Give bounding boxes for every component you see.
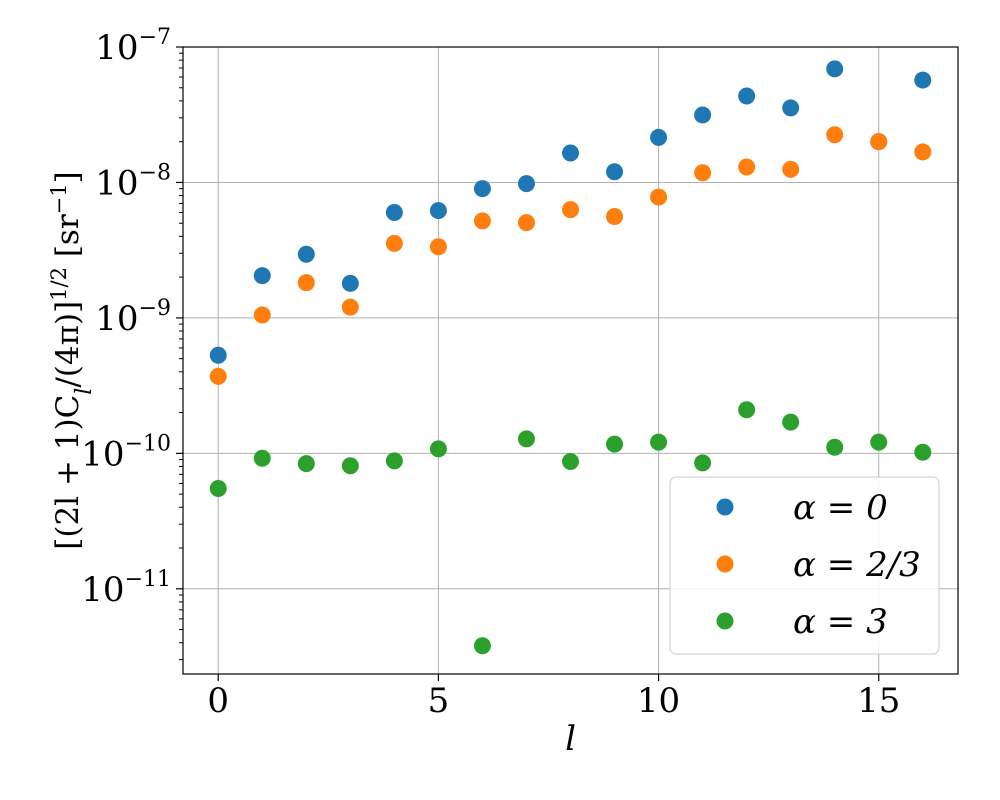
series-1-point [826,126,844,144]
series-0-point [429,202,447,220]
y-tick-label: 10−8 [95,160,171,203]
series-0-point [297,245,315,263]
series-2-point [385,452,403,470]
legend-label: α = 0 [793,488,888,528]
y-tick-label: 10−10 [81,431,171,474]
x-tick-label: 0 [207,681,229,721]
series-2-point [782,413,800,431]
series-2-point [870,433,888,451]
series-0-point [253,267,271,285]
series-1-point [473,212,491,230]
series-2-point [562,453,579,471]
series-2-point [738,401,756,419]
series-1-point [606,208,624,226]
series-0-point [341,274,359,292]
plot-frame [182,46,959,675]
legend-marker [716,555,734,573]
series-0-point [606,163,624,181]
series-1-point [517,214,535,232]
y-tick-label: 10−9 [95,296,171,339]
x-tick-label: 5 [428,681,450,721]
series-1-point [297,274,315,292]
series-2-point [341,457,359,475]
legend-marker [716,498,734,516]
series-2-point [694,454,712,472]
series-1-point [385,234,403,252]
series-1-point [738,158,756,176]
series-1-point [429,238,447,256]
series-2-point [297,455,315,473]
series-0-point [562,144,579,162]
series-0-point [914,71,932,89]
series-2-point [606,435,624,453]
series-2-point [650,433,668,451]
x-axis-label: l [565,719,576,759]
series-2-point [209,480,227,498]
x-tick-label: 10 [637,681,680,721]
series-2-point [473,637,491,655]
series-0-point [473,180,491,198]
series-2-point [826,438,844,456]
series-0-point [209,346,227,364]
series-0-point [385,204,403,222]
series-1-point [870,133,888,151]
series-1-point [914,143,932,161]
x-axis-ticks: 0 5 10 15 [207,674,900,721]
series-0-point [782,99,800,117]
legend-marker [716,612,734,630]
series-2-point [253,449,271,467]
legend: α = 0 α = 2/3 α = 3 [669,476,940,655]
series-1-point [694,164,712,182]
series-1-point [341,298,359,316]
series-0-point [826,60,844,78]
series-1-point [253,306,271,324]
data-points [209,60,932,655]
x-tick-label: 15 [857,681,900,721]
series-1-point [650,188,668,206]
series-0-point [694,106,712,124]
series-1-point [782,160,800,178]
series-2-point [429,440,447,458]
y-tick-label: 10−7 [95,25,171,68]
series-2-point [517,430,535,448]
series-0-point [650,128,668,146]
legend-box [669,476,940,655]
series-1-point [209,367,227,385]
y-axis-ticks: 10−11 10−10 10−9 10−8 10−7 [81,25,183,661]
series-2-point [914,443,932,461]
y-axis-label: [(2l + 1)Cl/(4π)]1/2 [sr−1] [47,171,97,549]
legend-label: α = 2/3 [793,545,921,585]
legend-label: α = 3 [793,602,888,642]
series-1-point [562,201,579,219]
series-0-point [517,175,535,193]
series-0-point [738,87,756,105]
y-tick-label: 10−11 [81,567,171,610]
